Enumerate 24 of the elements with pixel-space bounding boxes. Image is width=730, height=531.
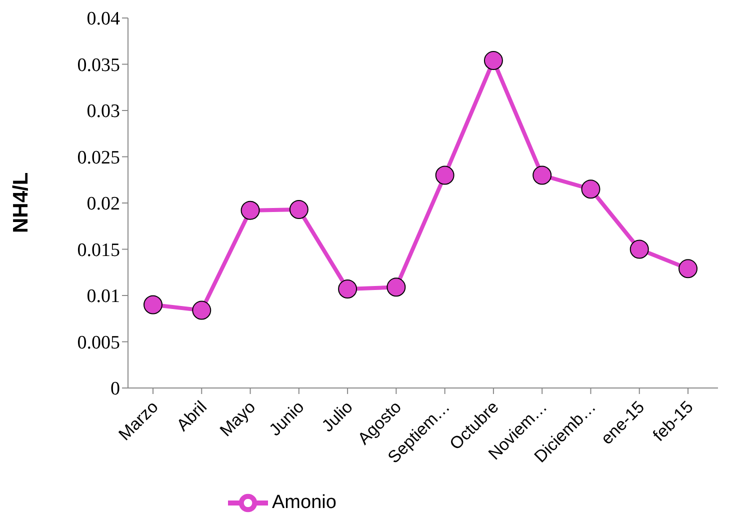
point (144, 295, 162, 314)
y-tick-label: 0.03 (86, 101, 120, 122)
y-tick-label: 0 (110, 378, 120, 400)
y-tick-label: 0.015 (77, 240, 120, 261)
point (532, 166, 552, 185)
y-tick-label: 0.005 (77, 332, 120, 354)
point (386, 278, 406, 297)
point (338, 280, 358, 299)
point (678, 259, 698, 278)
point (192, 300, 212, 320)
y-tick-label: 0.025 (77, 147, 120, 168)
point (435, 166, 454, 185)
point (581, 180, 600, 199)
point (240, 200, 260, 220)
y-tick-label: 0.02 (86, 194, 120, 215)
x-tick-label: Julio (318, 397, 356, 436)
point (289, 200, 308, 219)
point (630, 240, 649, 259)
y-tick-label: 0.04 (86, 8, 120, 30)
y-tick-label: 0.01 (86, 286, 120, 308)
y-tick-label: 0.035 (77, 54, 120, 76)
y-axis-title: NH4/L (9, 172, 32, 233)
legend-label: Amonio (272, 492, 336, 514)
point (484, 51, 503, 70)
